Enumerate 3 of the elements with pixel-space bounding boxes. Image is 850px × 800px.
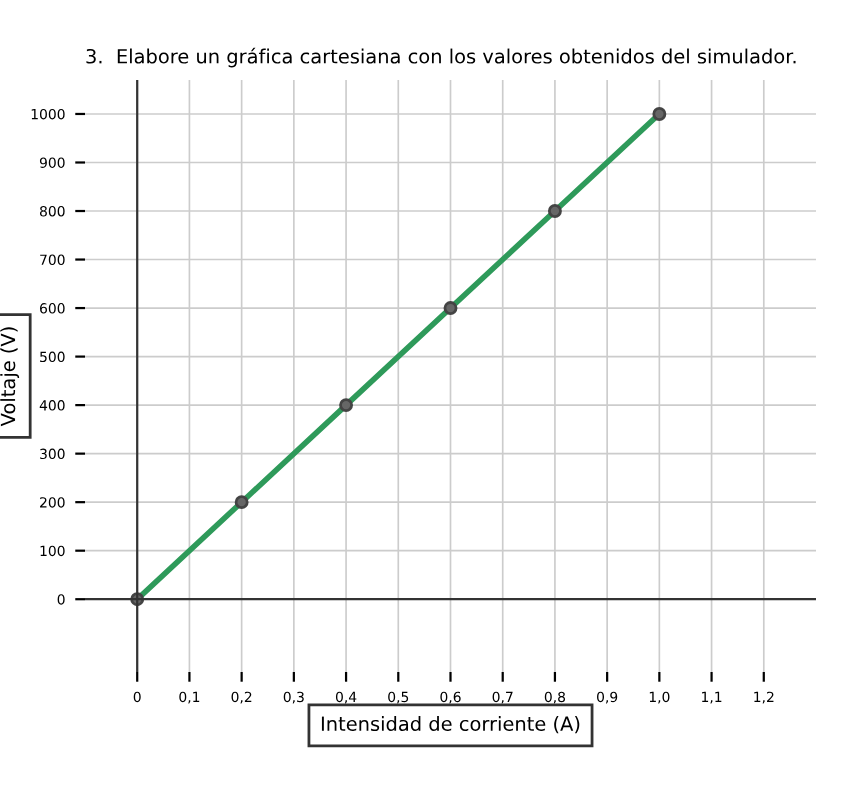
x-axis-title: Intensidad de corriente (A) [321,716,580,734]
y-axis-title: Voltaje (V) [0,327,20,427]
chart-title: 3. Elabore un gráfica cartesiana con los valores obtenidos del simulador. [86,47,796,68]
